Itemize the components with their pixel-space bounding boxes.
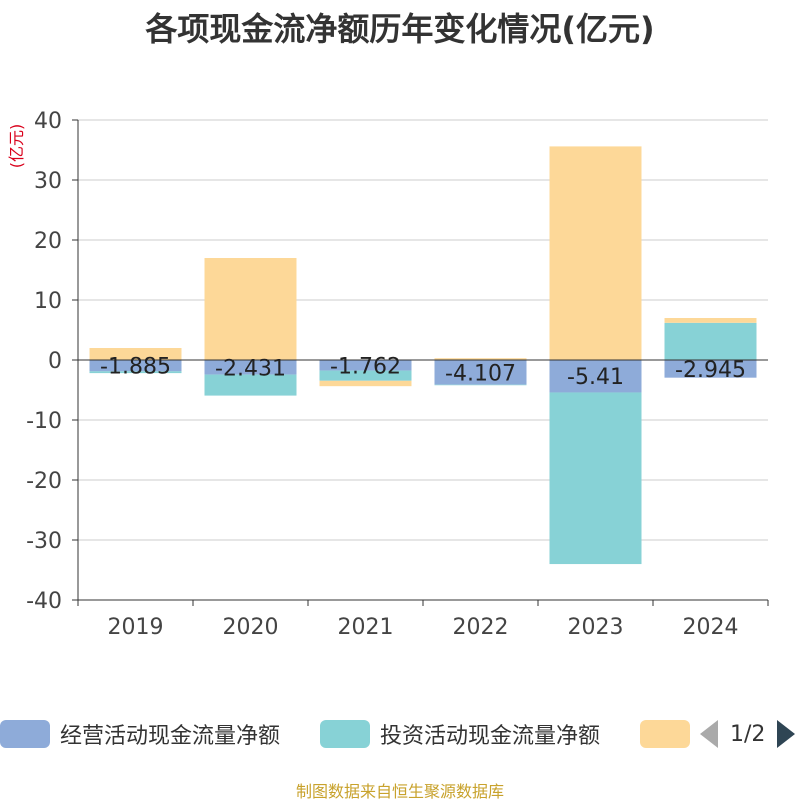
legend-item-financing[interactable] [640,716,700,752]
bar-investing-2023 [549,392,642,565]
bar-investing-2019 [89,371,182,374]
legend-item-operating[interactable]: 经营活动现金流量净额 [0,716,280,752]
pager-prev-icon[interactable] [700,720,718,748]
legend-label-investing: 投资活动现金流量净额 [380,724,601,749]
legend: 经营活动现金流量净额 投资活动现金流量净额 [0,716,800,752]
y-tick-label: 10 [34,289,62,314]
bar-operating-2023 [549,360,642,393]
bar-financing-2024 [664,318,757,323]
data-label-operating-2023: -5.41 [567,365,624,390]
legend-pager: 1/2 [700,716,796,752]
bar-investing-2021 [319,370,412,381]
bar-operating-2021 [319,360,412,371]
y-axis-label: (亿元) [7,124,26,169]
x-tick-label: 2023 [568,615,624,640]
bar-operating-2022 [434,360,527,385]
bar-financing-2019 [89,348,182,360]
bar-financing-2022 [434,358,527,360]
y-tick-label: -10 [26,409,62,434]
y-tick-label: -40 [26,589,62,614]
y-tick-label: -20 [26,469,62,494]
x-tick-label: 2019 [108,615,164,640]
chart-title: 各项现金流净额历年变化情况(亿元) [145,10,655,48]
x-tick-label: 2024 [683,615,739,640]
y-tick-label: 0 [48,349,62,374]
pager-next-icon[interactable] [777,720,796,748]
data-label-operating-2022: -4.107 [445,361,516,386]
data-label-operating-2024: -2.945 [675,358,746,383]
y-tick-label: 40 [34,109,62,134]
bar-investing-2022 [434,384,527,386]
data-label-operating-2020: -2.431 [215,356,286,381]
legend-swatch-investing [320,720,370,748]
bar-investing-2024 [664,322,757,360]
pager-text: 1/2 [730,721,766,747]
bar-financing-2020 [204,258,297,360]
x-tick-label: 2020 [223,615,279,640]
x-tick-label: 2022 [453,615,509,640]
bar-operating-2020 [204,360,297,375]
bar-operating-2024 [664,360,757,378]
data-label-operating-2021: -1.762 [330,354,401,379]
legend-swatch-financing [640,720,690,748]
y-tick-label: 20 [34,229,62,254]
legend-label-operating: 经营活动现金流量净额 [60,724,281,749]
x-tick-label: 2021 [338,615,394,640]
bar-financing-2023 [549,146,642,360]
bar-financing-2021 [319,380,412,387]
y-tick-label: 30 [34,169,62,194]
legend-swatch-operating [0,720,50,748]
bar-investing-2020 [204,374,297,396]
source-note: 制图数据来自恒生聚源数据库 [295,782,504,801]
y-tick-label: -30 [26,529,62,554]
bar-operating-2019 [89,360,182,372]
data-label-operating-2019: -1.885 [100,355,171,380]
legend-item-investing[interactable]: 投资活动现金流量净额 [320,716,600,752]
